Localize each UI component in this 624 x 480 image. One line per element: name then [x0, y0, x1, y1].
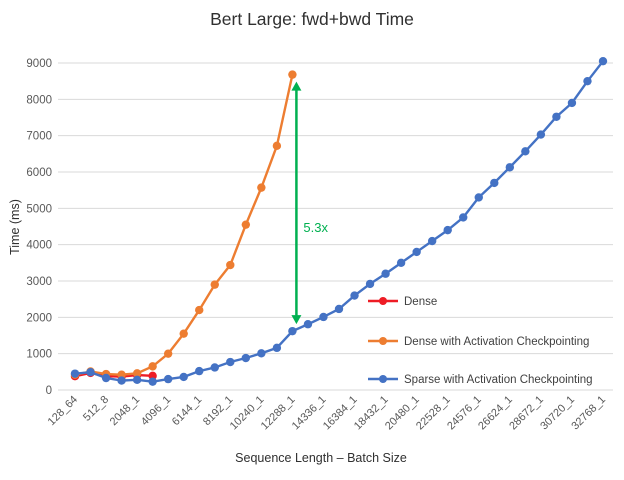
series-marker-2	[132, 375, 142, 385]
series-marker-2	[70, 369, 80, 378]
legend-label: Dense with Activation Checkpointing	[404, 336, 589, 348]
legend-item: Dense with Activation Checkpointing	[368, 336, 589, 348]
series-marker-1	[148, 362, 157, 371]
series-marker-1	[257, 183, 266, 192]
legend-label: Sparse with Activation Checkpointing	[404, 374, 593, 386]
series-marker-2	[365, 279, 375, 289]
annotation-arrowhead-up	[291, 81, 302, 91]
legend-item: Sparse with Activation Checkpointing	[368, 374, 593, 386]
series-marker-2	[319, 312, 328, 322]
y-tick-label: 8000	[26, 94, 52, 106]
x-tick-label: 512_8	[81, 394, 111, 424]
series-marker-1	[132, 369, 142, 378]
y-tick-label: 5000	[26, 203, 52, 215]
y-tick-label: 7000	[26, 131, 52, 143]
series-marker-2	[474, 193, 483, 202]
x-tick-label: 128_64	[46, 394, 80, 428]
series-marker-2	[179, 372, 188, 382]
series-marker-2	[459, 213, 468, 222]
series-marker-2	[117, 376, 126, 385]
legend-label: Dense	[404, 296, 437, 308]
y-tick-label: 3000	[26, 276, 52, 288]
series-marker-1	[241, 220, 251, 229]
series-marker-2	[163, 374, 173, 384]
series-marker-1	[272, 141, 282, 151]
annotation-arrowhead-down	[291, 315, 302, 325]
series-marker-2	[521, 147, 530, 156]
y-tick-label: 4000	[26, 240, 52, 252]
series-marker-2	[505, 163, 515, 172]
x-tick-label: 2048_1	[108, 394, 142, 428]
y-tick-label: 2000	[26, 312, 52, 324]
x-axis-title: Sequence Length – Batch Size	[235, 451, 407, 465]
series-marker-2	[303, 320, 313, 329]
series-marker-2	[412, 247, 421, 257]
legend-item: Dense	[368, 296, 437, 308]
series-marker-2	[552, 112, 561, 121]
series-marker-1	[288, 70, 297, 79]
y-tick-label: 6000	[26, 167, 52, 179]
legend-swatch-marker	[379, 375, 387, 383]
series-marker-2	[583, 76, 592, 86]
annotation-label: 5.3x	[303, 220, 328, 235]
series-marker-1	[117, 370, 126, 379]
series-marker-2	[396, 258, 406, 268]
x-tick-label: 4096_1	[139, 394, 173, 428]
series-marker-2	[536, 130, 546, 139]
series-marker-2	[101, 373, 111, 383]
series-marker-2	[567, 98, 577, 108]
series-marker-2	[334, 304, 344, 314]
series-marker-1	[210, 280, 219, 289]
series-marker-2	[272, 343, 282, 353]
series-marker-2	[195, 366, 204, 376]
series-marker-2	[226, 357, 235, 367]
series-marker-1	[195, 305, 204, 315]
legend-swatch-marker	[379, 297, 387, 305]
series-marker-2	[148, 377, 157, 386]
x-tick-label: 6144_1	[170, 394, 204, 428]
series-marker-2	[210, 363, 219, 372]
series-marker-2	[257, 349, 266, 358]
y-tick-label: 1000	[26, 349, 52, 361]
series-marker-2	[443, 225, 452, 235]
series-marker-2	[288, 326, 297, 336]
y-tick-label: 9000	[26, 58, 52, 70]
x-tick-label: 32768_1	[569, 394, 608, 433]
series-marker-2	[598, 56, 608, 66]
series-marker-2	[86, 367, 95, 377]
series-line-2	[74, 60, 604, 383]
series-marker-0	[148, 371, 157, 381]
chart-title: Bert Large: fwd+bwd Time	[210, 9, 414, 29]
series-marker-1	[163, 349, 173, 358]
series-marker-1	[226, 260, 235, 270]
series-marker-2	[241, 353, 251, 363]
y-tick-label: 0	[46, 385, 52, 397]
legend-swatch-marker	[379, 337, 387, 345]
series-marker-1	[179, 329, 188, 338]
series-marker-2	[381, 269, 390, 278]
series-marker-2	[427, 236, 437, 246]
series-marker-2	[350, 291, 359, 300]
series-marker-2	[490, 178, 499, 188]
